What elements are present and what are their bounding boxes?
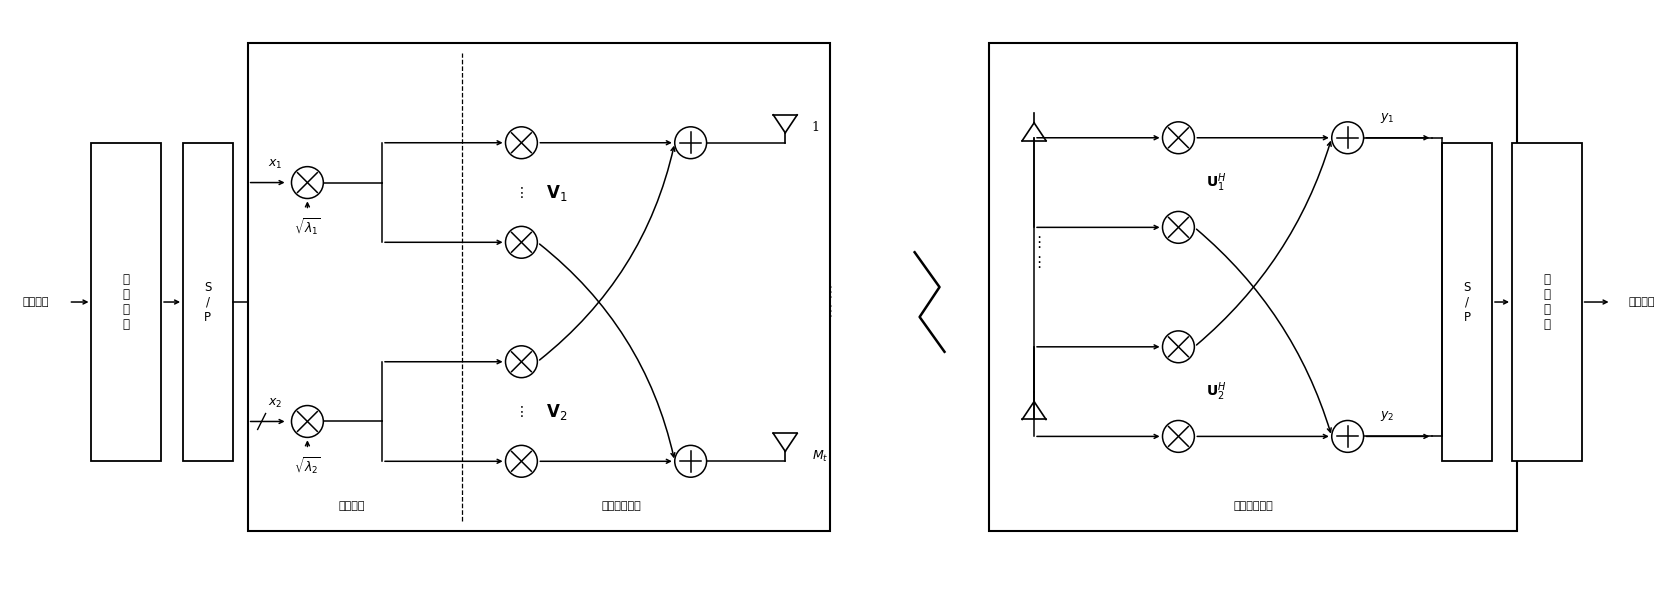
Bar — [1511, 143, 1582, 461]
Text: 编
码
调
制: 编 码 调 制 — [122, 273, 130, 331]
Text: $\sqrt{\lambda_1}$: $\sqrt{\lambda_1}$ — [294, 217, 321, 238]
Circle shape — [1331, 420, 1364, 452]
Text: ⋮: ⋮ — [1032, 255, 1047, 270]
Text: ⋮: ⋮ — [515, 405, 528, 419]
Text: $y_1$: $y_1$ — [1381, 111, 1394, 125]
Text: 特征波束成型: 特征波束成型 — [602, 501, 640, 511]
Text: 输出数据: 输出数据 — [1629, 297, 1655, 307]
Bar — [1443, 143, 1491, 461]
Circle shape — [1162, 211, 1194, 244]
Text: ⋮: ⋮ — [823, 285, 838, 299]
Circle shape — [505, 346, 537, 378]
Text: $M_t$: $M_t$ — [813, 449, 828, 464]
Text: $\mathbf{V}_1$: $\mathbf{V}_1$ — [545, 182, 567, 203]
Text: 输入数据: 输入数据 — [22, 297, 48, 307]
Bar — [247, 43, 829, 531]
Text: $x_2$: $x_2$ — [268, 397, 283, 410]
Text: 1: 1 — [811, 121, 819, 134]
Text: S
/
P: S / P — [204, 280, 212, 324]
Bar — [990, 43, 1517, 531]
Text: 特征权值合并: 特征权值合并 — [1234, 501, 1272, 511]
Text: $\mathbf{V}_2$: $\mathbf{V}_2$ — [545, 401, 567, 422]
Text: 功率分配: 功率分配 — [339, 501, 366, 511]
Text: ⋮: ⋮ — [515, 185, 528, 200]
Bar — [182, 143, 232, 461]
Circle shape — [1162, 420, 1194, 452]
Text: ⋮: ⋮ — [1032, 235, 1047, 250]
Text: $\mathbf{U}_2^H$: $\mathbf{U}_2^H$ — [1206, 380, 1227, 403]
Circle shape — [505, 127, 537, 159]
Text: $y_2$: $y_2$ — [1381, 409, 1394, 424]
Circle shape — [1331, 122, 1364, 154]
Circle shape — [675, 127, 707, 159]
Text: $\mathbf{U}_1^H$: $\mathbf{U}_1^H$ — [1206, 171, 1227, 194]
Circle shape — [291, 166, 323, 198]
Circle shape — [1162, 122, 1194, 154]
Text: $\sqrt{\lambda_2}$: $\sqrt{\lambda_2}$ — [294, 456, 321, 477]
Circle shape — [675, 446, 707, 477]
Bar — [92, 143, 161, 461]
Text: S
/
P: S / P — [1463, 280, 1471, 324]
Circle shape — [505, 226, 537, 258]
Circle shape — [1162, 331, 1194, 363]
Circle shape — [291, 406, 323, 438]
Text: ⋮: ⋮ — [823, 305, 838, 319]
Circle shape — [505, 446, 537, 477]
Text: 编
码
调
制: 编 码 调 制 — [1543, 273, 1550, 331]
Text: $x_1$: $x_1$ — [268, 158, 283, 171]
